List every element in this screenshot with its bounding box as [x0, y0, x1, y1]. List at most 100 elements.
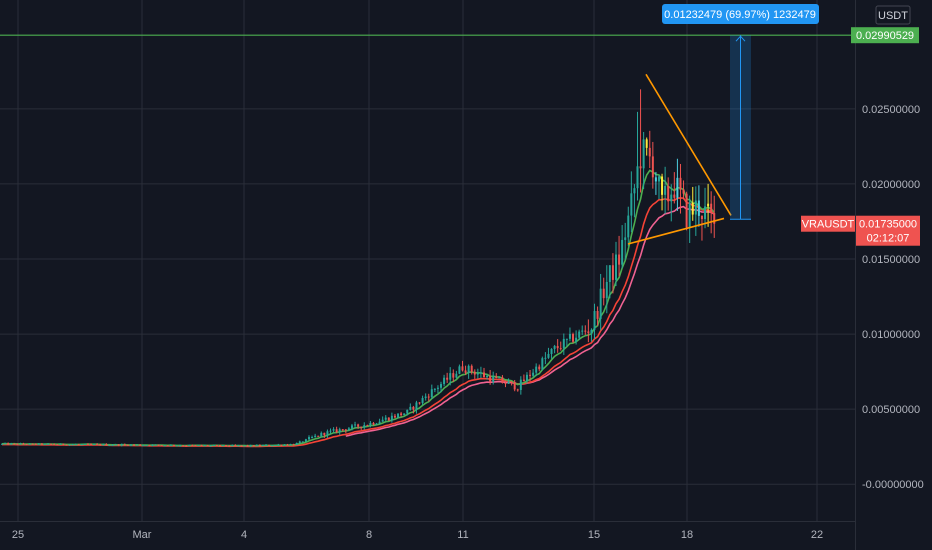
currency-badge-text: USDT	[878, 10, 908, 22]
candle-body	[630, 193, 633, 216]
drawing-tools[interactable]	[0, 34, 855, 245]
candle	[332, 427, 335, 433]
candle-body	[507, 381, 510, 384]
candle	[142, 444, 145, 447]
candle-body	[286, 444, 289, 446]
candle-body	[7, 443, 10, 445]
candle-body	[283, 444, 286, 446]
candle-body	[501, 377, 504, 383]
candle	[381, 416, 384, 422]
candle	[691, 186, 694, 221]
candle	[344, 428, 347, 434]
candle	[384, 415, 387, 422]
candle-body	[228, 445, 231, 447]
candle-body	[25, 444, 28, 446]
candle-body	[105, 444, 108, 446]
currency-badge[interactable]: USDT	[875, 5, 911, 25]
candle	[148, 444, 151, 447]
candle	[593, 303, 596, 340]
lower-trendline[interactable]	[627, 217, 725, 245]
candle-body	[679, 177, 682, 190]
time-axis[interactable]: 25 Mar 4 8 11 15 18 22	[12, 529, 823, 541]
candle-body	[584, 330, 587, 332]
candle-body	[225, 445, 228, 447]
price-axis[interactable]: 0.02500000 0.02000000 0.01500000 0.01000000…	[856, 0, 932, 550]
candle-body	[590, 329, 593, 333]
candle-body	[308, 437, 310, 440]
candle-body	[258, 445, 261, 447]
candle	[123, 443, 126, 446]
candle	[117, 444, 120, 447]
candle-body	[636, 166, 639, 189]
candle	[323, 432, 326, 438]
candle-body	[111, 444, 114, 446]
candle	[406, 409, 409, 416]
candle	[243, 445, 246, 447]
price-tick-label: 0.00500000	[862, 404, 920, 416]
candle-body	[562, 338, 565, 349]
candle-body	[375, 423, 378, 425]
measure-arrow-head	[735, 35, 746, 42]
candle-body	[611, 265, 614, 280]
candle-body	[461, 366, 464, 371]
candle-body	[215, 445, 218, 447]
candle-body	[326, 431, 329, 436]
candle-body	[482, 372, 485, 378]
candle-body	[479, 372, 482, 374]
candle	[409, 403, 412, 411]
candle-body	[667, 185, 670, 202]
candle	[685, 191, 688, 231]
candle-body	[495, 376, 498, 379]
candle	[519, 376, 522, 395]
candle-body	[633, 188, 636, 194]
candle	[50, 443, 53, 445]
candle-body	[28, 443, 31, 445]
candle	[28, 443, 31, 445]
candle-body	[587, 331, 590, 333]
candle-body	[357, 424, 360, 427]
candle	[697, 185, 700, 227]
candle-body	[234, 445, 237, 447]
candle-body	[86, 443, 89, 445]
candle-body	[209, 445, 212, 447]
candle-body	[163, 445, 166, 447]
candle-body	[400, 413, 403, 416]
candle-body	[436, 387, 439, 389]
candle-body	[458, 366, 461, 374]
candle-body	[338, 429, 341, 433]
candle	[452, 369, 455, 382]
price-axis-background	[856, 0, 932, 550]
candle-body	[99, 444, 102, 446]
candle-body	[642, 139, 645, 169]
candle-body	[31, 443, 34, 445]
candle-body	[522, 379, 525, 382]
price-tick-label: 0.02000000	[862, 179, 920, 191]
candle	[255, 444, 258, 447]
candle-body	[525, 374, 528, 382]
candle	[194, 444, 197, 447]
candle	[575, 330, 578, 345]
candle-body	[538, 366, 541, 370]
candle-body	[476, 373, 479, 375]
candle	[403, 413, 406, 416]
candle	[694, 186, 697, 236]
candle-body	[412, 406, 415, 410]
candle	[507, 378, 510, 384]
candle	[433, 388, 436, 393]
candle-body	[277, 444, 280, 446]
candle-body	[304, 439, 307, 442]
candle	[274, 444, 277, 447]
candle	[209, 445, 212, 447]
candle-body	[329, 430, 332, 432]
candle	[136, 444, 139, 446]
candle	[532, 368, 535, 377]
candle	[237, 444, 240, 447]
candle	[326, 429, 329, 438]
upper-trendline[interactable]	[645, 73, 732, 216]
candle	[679, 163, 682, 214]
candle-body	[53, 444, 56, 446]
candle-body	[550, 348, 553, 354]
candle-body	[430, 389, 433, 398]
candle-body	[664, 185, 667, 195]
